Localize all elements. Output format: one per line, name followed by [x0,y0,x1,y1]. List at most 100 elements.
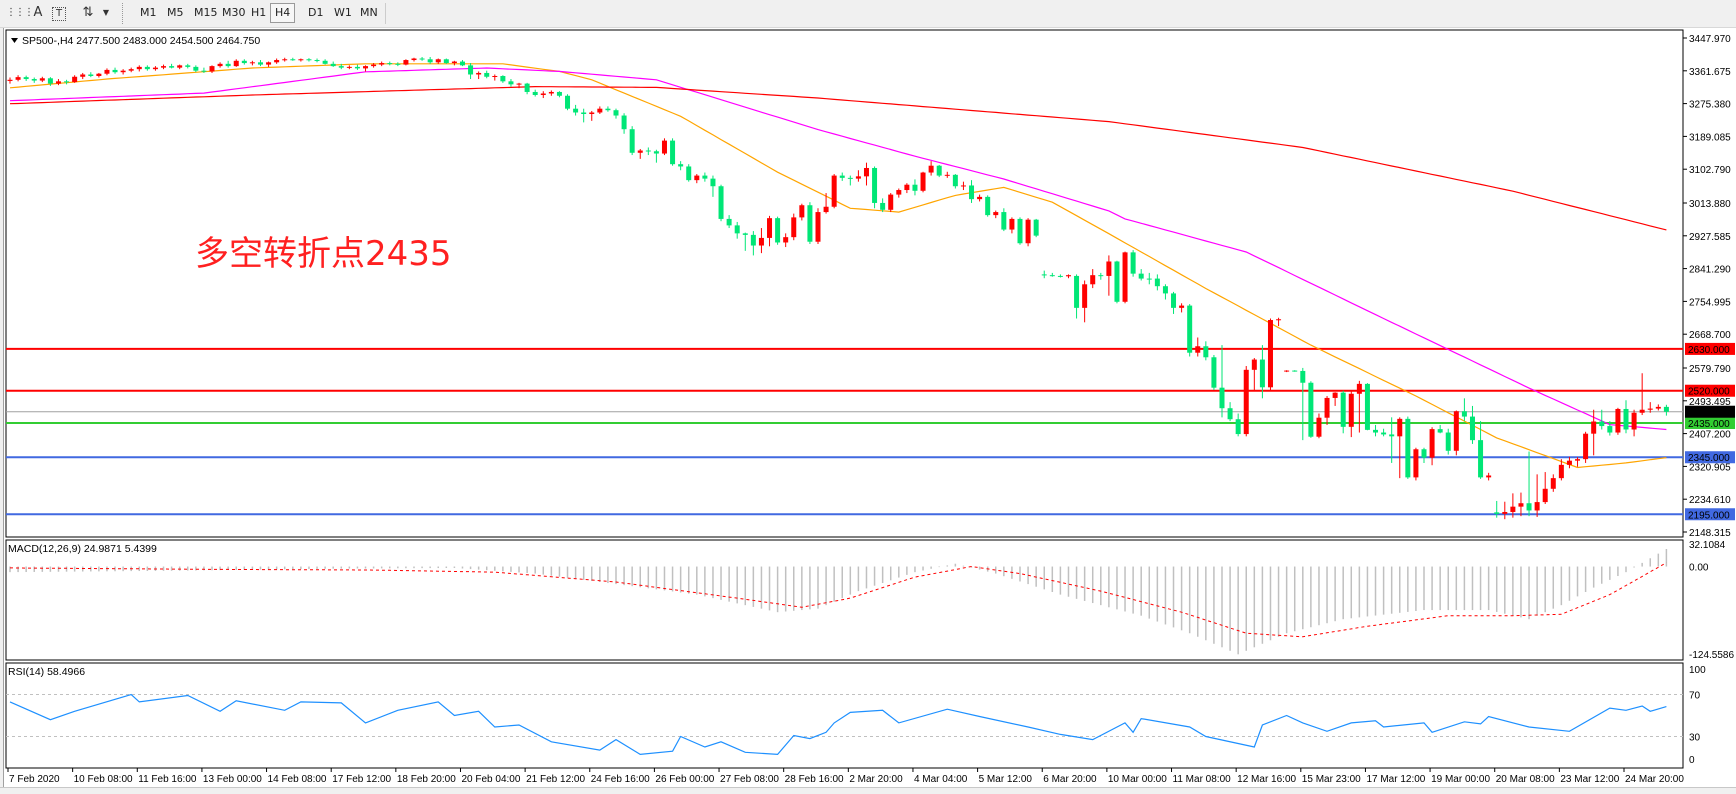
candle-body [1009,218,1015,230]
price-axis-label: 3361.675 [1689,67,1731,78]
main-pane-frame [5,29,1684,538]
candle-body [1469,416,1475,441]
candle-body [1292,370,1298,372]
current-price-tag [1685,405,1735,418]
time-axis-label: 28 Feb 16:00 [785,774,844,785]
time-axis-label: 11 Feb 16:00 [138,774,197,785]
candle-body [427,59,433,63]
candle-body [290,59,296,61]
chevron-down-icon[interactable]: ▼ [102,8,110,17]
candle-body [144,66,150,70]
candle-body [831,175,837,207]
candle-body [920,172,926,191]
time-axis-label: 4 Mar 04:00 [914,774,968,785]
level-price-tag [1685,417,1735,430]
arrows-icon[interactable]: ⇅ [82,5,94,20]
macd-axis-label: -124.5586 [1689,650,1734,661]
timeframe-d1[interactable]: D1 [308,6,324,19]
candle-body [1445,432,1451,451]
time-axis-label: 10 Feb 08:00 [74,774,133,785]
candle-body [468,65,474,75]
candle-body [31,79,37,81]
time-axis-label: 2 Mar 20:00 [849,774,903,785]
candle-body [1526,503,1532,511]
candle-body [249,62,255,64]
chart-title: SP500-,H4 2477.500 2483.000 2454.500 246… [22,35,260,47]
timeframe-m30[interactable]: M30 [222,6,246,19]
candle-body [1364,383,1370,430]
toolbar: ⋮⋮⋮ A T ⇅ ▼ M1 M5 M15 M30 H1 H4 D1 W1 MN [0,0,1736,28]
candle-body [1510,506,1516,512]
timeframe-m15[interactable]: M15 [194,6,218,19]
candle-body [282,59,288,61]
level-price-tag [1685,508,1735,521]
price-axis-label: 2234.610 [1689,495,1731,506]
time-axis-label: 18 Feb 20:00 [397,774,456,785]
candle-body [1381,432,1387,435]
candle-body [1502,511,1508,514]
candle-body [47,78,53,84]
level-price-tag [1685,384,1735,397]
candle-body [1001,212,1007,230]
candle-body [96,73,102,76]
candle-body [1413,449,1419,478]
candle-body [7,79,13,81]
candle-body [322,60,328,64]
candle-body [15,77,21,80]
candle-body [1090,275,1096,285]
timeframe-m1[interactable]: M1 [140,6,157,19]
candle-body [613,110,619,116]
candle-body [855,176,861,179]
candle-body [904,184,910,191]
price-axis-label: 2320.905 [1689,462,1731,473]
candle-body [742,233,748,235]
candle-body [112,69,118,73]
candle-body [1122,252,1128,302]
candle-body [1623,408,1629,430]
candle-body [1082,284,1088,308]
level-price-tag [1685,342,1735,355]
candle-body [678,164,684,167]
timeframe-mn[interactable]: MN [360,6,378,19]
candle-body [1478,440,1484,478]
time-axis-label: 10 Mar 00:00 [1108,774,1167,785]
candle-body [217,63,223,67]
candle-body [791,217,797,238]
candle-body [338,66,344,68]
triangle-down-icon[interactable] [11,38,18,43]
moving-average-line [9,63,1667,469]
candle-body [944,174,950,176]
text-a-icon[interactable]: A [33,5,43,20]
candle-body [1065,275,1071,277]
timeframe-h1[interactable]: H1 [251,6,267,19]
timeframe-w1[interactable]: W1 [334,6,352,19]
candle-body [702,175,708,179]
timeframe-h4[interactable]: H4 [270,3,296,23]
candle-body [653,151,659,154]
candle-body [379,63,385,65]
candle-body [1276,319,1282,321]
timeframe-m5[interactable]: M5 [167,6,184,19]
annotation-text: 多空转折点2435 [195,234,452,274]
price-axis-label: 3189.085 [1689,132,1731,143]
candle-body [1130,252,1136,274]
candle-body [1615,408,1621,433]
status-bar [0,787,1736,794]
candle-body [1356,383,1362,394]
candle-body [936,165,942,176]
candle-body [718,186,724,219]
candle-body [451,61,457,64]
candle-body [645,150,651,152]
candle-body [1583,433,1589,460]
candle-body [1550,478,1556,489]
text-label-t-icon[interactable]: T [52,7,66,21]
candle-body [23,77,29,80]
grid-f-icon[interactable]: ⋮⋮⋮ [6,7,34,18]
candle-body [1227,408,1233,420]
price-axis-label: 2493.495 [1689,397,1731,408]
time-axis-label: 24 Mar 20:00 [1625,774,1684,785]
candle-body [354,66,360,69]
candle-body [686,166,692,181]
rsi-axis-label: 70 [1689,691,1701,702]
